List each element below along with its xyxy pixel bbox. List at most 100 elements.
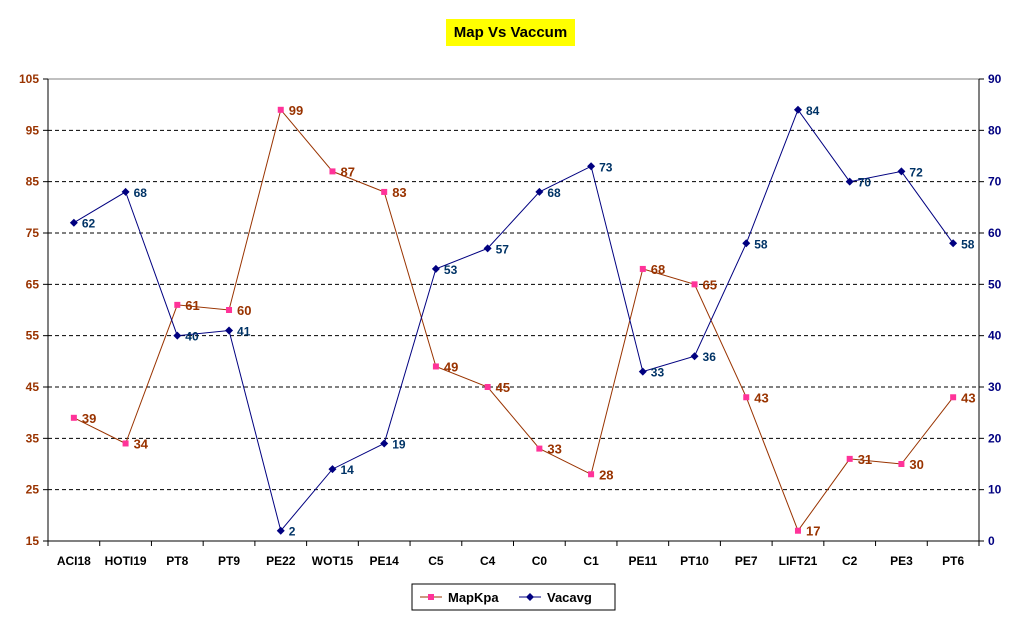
- series-vacavg: 62 68 40 41 2 14 19 53 57 68 73 33 36 58 84 70 72 58: [69, 104, 975, 539]
- data-label-mapkpa: 61: [185, 298, 199, 313]
- right-axis-tick-label: 90: [988, 72, 1002, 86]
- data-point-vacavg: [225, 326, 234, 335]
- right-axis-tick-label: 0: [988, 534, 995, 548]
- data-point-mapkpa: [639, 265, 646, 272]
- x-axis-tick-label: PE22: [266, 554, 296, 568]
- left-axis-tick-label: 65: [26, 277, 40, 291]
- data-point-mapkpa: [381, 188, 388, 195]
- data-label-mapkpa: 68: [651, 262, 665, 277]
- left-axis-tick-label: 25: [26, 483, 40, 497]
- data-label-mapkpa: 43: [961, 390, 975, 405]
- data-label-vacavg: 36: [703, 350, 717, 364]
- x-axis-tick-label: HOTI19: [105, 554, 147, 568]
- series-line-vacavg: [73, 108, 954, 532]
- data-point-vacavg: [949, 239, 958, 248]
- x-axis-tick-label: C5: [428, 554, 444, 568]
- data-point-vacavg: [587, 162, 596, 171]
- data-label-mapkpa: 31: [858, 452, 872, 467]
- data-point-mapkpa: [226, 307, 233, 313]
- data-point-vacavg: [276, 526, 285, 535]
- chart-title-text: Map Vs Vaccum: [454, 24, 567, 41]
- right-axis-tick-label: 10: [988, 483, 1002, 497]
- data-point-vacavg: [173, 331, 182, 340]
- left-axis-tick-label: 15: [26, 534, 40, 548]
- data-point-mapkpa: [743, 394, 750, 401]
- legend-label: MapKpa: [448, 590, 499, 605]
- legend-box: [411, 583, 616, 611]
- data-label-mapkpa: 34: [134, 436, 149, 451]
- data-point-mapkpa: [484, 384, 491, 390]
- left-axis-tick-label: 35: [26, 431, 40, 445]
- data-label-vacavg: 68: [547, 186, 561, 200]
- data-label-mapkpa: 28: [599, 467, 613, 482]
- data-label-vacavg: 58: [961, 237, 975, 251]
- data-label-vacavg: 41: [237, 325, 251, 339]
- data-point-mapkpa: [329, 168, 336, 175]
- left-axis-tick-label: 55: [26, 329, 40, 343]
- data-point-vacavg: [121, 187, 130, 196]
- data-point-mapkpa: [691, 281, 698, 288]
- data-point-mapkpa: [794, 527, 801, 534]
- data-label-mapkpa: 39: [82, 411, 96, 426]
- data-label-mapkpa: 43: [754, 390, 768, 405]
- legend: MapKpa Vacavg: [411, 583, 616, 611]
- axes: 15 25 35 45 55 65 75 85 95 105 0 10 20 30 40 50 60 70 80 90…: [19, 72, 1002, 568]
- left-axis-tick-label: 45: [26, 380, 40, 394]
- data-label-mapkpa: 99: [289, 103, 303, 118]
- legend-swatch-marker: [526, 593, 534, 601]
- data-label-mapkpa: 60: [237, 303, 251, 318]
- x-axis-tick-label: PE14: [370, 554, 400, 568]
- x-axis-tick-label: PE3: [890, 554, 913, 568]
- data-label-vacavg: 14: [340, 463, 354, 477]
- data-point-vacavg: [483, 244, 492, 253]
- data-label-vacavg: 70: [858, 176, 872, 190]
- data-point-mapkpa: [122, 440, 129, 447]
- x-axis-tick-label: PT9: [218, 554, 240, 568]
- data-point-mapkpa: [950, 394, 957, 401]
- data-point-mapkpa: [588, 471, 595, 478]
- data-point-mapkpa: [536, 445, 543, 452]
- data-label-mapkpa: 87: [340, 164, 354, 179]
- right-axis-tick-label: 70: [988, 175, 1002, 189]
- right-axis-tick-label: 30: [988, 380, 1002, 394]
- data-label-vacavg: 53: [444, 263, 458, 277]
- left-axis-tick-label: 95: [26, 123, 40, 137]
- data-point-vacavg: [897, 167, 906, 176]
- chart-title: Map Vs Vaccum: [446, 19, 575, 46]
- data-point-mapkpa: [432, 363, 439, 370]
- right-axis-tick-label: 80: [988, 123, 1002, 137]
- left-axis-tick-label: 85: [26, 175, 40, 189]
- data-label-mapkpa: 65: [703, 277, 717, 292]
- data-point-mapkpa: [898, 461, 905, 467]
- data-point-vacavg: [638, 367, 647, 376]
- data-label-vacavg: 33: [651, 366, 665, 380]
- data-label-mapkpa: 30: [909, 457, 923, 472]
- data-point-vacavg: [793, 105, 802, 114]
- series-mapkpa: 39 34 61 60 99 87 83 49 45 33 28 68 65 43 17 31 30 43: [70, 103, 976, 539]
- x-axis-tick-label: PE7: [735, 554, 758, 568]
- data-label-mapkpa: 33: [547, 442, 561, 457]
- data-label-vacavg: 62: [82, 217, 96, 231]
- data-label-vacavg: 84: [806, 104, 820, 118]
- data-label-vacavg: 68: [134, 186, 148, 200]
- data-label-mapkpa: 49: [444, 359, 458, 374]
- x-axis-tick-label: WOT15: [312, 554, 354, 568]
- left-axis-tick-label: 75: [26, 226, 40, 240]
- data-point-vacavg: [328, 465, 337, 474]
- x-axis-tick-label: PT10: [680, 554, 709, 568]
- x-axis-tick-label: LIFT21: [779, 554, 818, 568]
- data-label-vacavg: 19: [392, 437, 406, 451]
- data-label-vacavg: 58: [754, 237, 768, 251]
- data-label-vacavg: 40: [185, 330, 199, 344]
- data-label-vacavg: 72: [909, 165, 923, 179]
- x-axis-tick-label: C4: [480, 554, 496, 568]
- data-label-vacavg: 73: [599, 160, 613, 174]
- right-axis-tick-label: 20: [988, 431, 1002, 445]
- data-point-vacavg: [69, 218, 78, 227]
- data-point-mapkpa: [277, 106, 284, 113]
- legend-swatch-marker: [428, 594, 434, 600]
- x-axis-tick-label: PT6: [942, 554, 964, 568]
- x-axis-tick-label: ACI18: [57, 554, 91, 568]
- x-axis-tick-label: C1: [583, 554, 599, 568]
